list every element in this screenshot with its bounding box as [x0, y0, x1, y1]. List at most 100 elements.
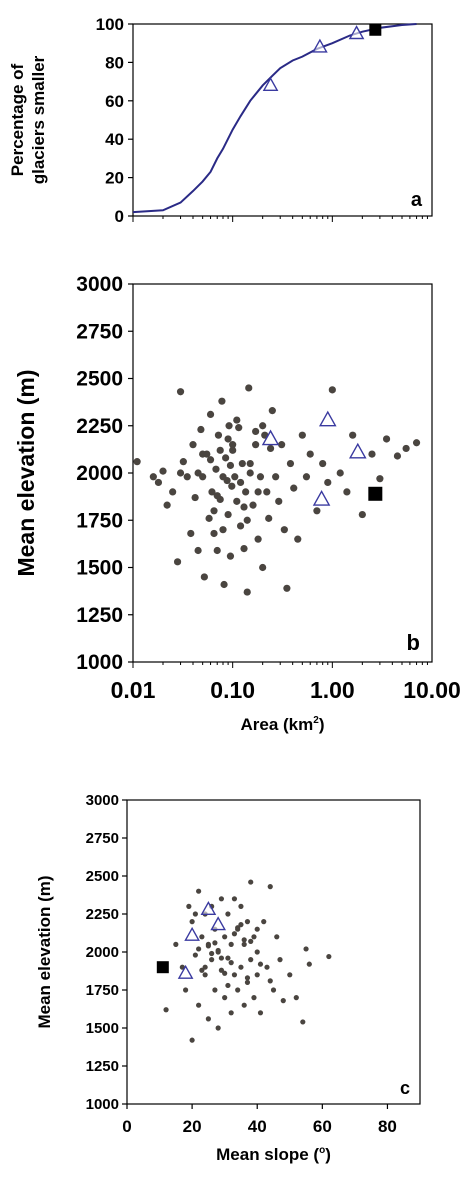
- data-point: [202, 964, 208, 970]
- data-point: [313, 507, 321, 515]
- data-point: [244, 919, 251, 925]
- data-point: [202, 972, 208, 978]
- triangle-marker: [262, 77, 279, 92]
- data-point: [214, 431, 223, 439]
- x-tick-label: 80: [378, 1117, 397, 1136]
- panel-letter: b: [407, 630, 420, 655]
- data-point: [268, 407, 276, 415]
- triangle-marker: [210, 916, 226, 931]
- y-axis-label: Percentage of glaciers smaller: [8, 55, 48, 184]
- data-point: [244, 979, 251, 986]
- data-point: [186, 903, 192, 910]
- data-point: [222, 934, 228, 940]
- data-point: [349, 431, 357, 439]
- y-tick-label: 1750: [86, 982, 119, 999]
- data-point: [215, 1025, 221, 1031]
- data-point: [254, 972, 260, 978]
- triangle-marker: [261, 429, 280, 446]
- y-axis-label: Mean elevation (m): [35, 875, 54, 1028]
- data-point: [248, 957, 254, 963]
- data-point: [252, 441, 260, 449]
- data-point: [213, 546, 221, 555]
- data-point: [393, 452, 402, 460]
- data-point: [218, 955, 225, 961]
- triangle-marker: [184, 926, 200, 941]
- data-point: [261, 919, 267, 925]
- data-point: [242, 488, 250, 496]
- data-point: [328, 386, 336, 394]
- x-tick-label: 1.00: [310, 677, 355, 703]
- data-point: [238, 964, 244, 970]
- y-tick-label: 100: [96, 15, 124, 34]
- triangle-marker: [200, 901, 217, 916]
- data-point: [243, 516, 251, 524]
- data-point: [326, 953, 332, 960]
- x-tick-label: 0.10: [210, 677, 255, 703]
- data-point: [189, 1037, 195, 1043]
- data-point: [229, 446, 237, 454]
- panel-b-area-elevation-chart: 1000 1250 1500 1750 2000 2250 2500 2750 3000 0.01…: [13, 273, 461, 734]
- x-tick-label: 40: [248, 1117, 267, 1136]
- data-point: [192, 911, 198, 917]
- data-point: [228, 1010, 234, 1016]
- data-point: [243, 588, 251, 596]
- data-point: [290, 484, 298, 492]
- data-point: [259, 563, 267, 572]
- x-axis-label: Mean slope (o): [216, 1145, 331, 1164]
- data-point: [173, 558, 182, 566]
- data-point: [206, 456, 215, 464]
- data-point: [252, 427, 260, 436]
- data-point: [228, 482, 236, 490]
- data-point: [222, 995, 228, 1001]
- data-point: [231, 931, 238, 937]
- data-point: [259, 422, 267, 430]
- data-point: [280, 526, 288, 534]
- data-point: [159, 467, 167, 475]
- data-point: [228, 960, 234, 966]
- data-point: [241, 941, 247, 948]
- data-point: [240, 545, 248, 553]
- data-point: [219, 526, 227, 534]
- data-point: [306, 450, 314, 458]
- panel-c-slope-elevation-chart: 1000 1250 1500 1750 2000 2250 2500 2750 3000 0 20 4…: [35, 792, 421, 1164]
- y-tick-label: 2500: [76, 368, 123, 391]
- data-point: [246, 459, 254, 468]
- data-point: [248, 879, 254, 885]
- y-tick-label: 2250: [86, 906, 119, 923]
- square-marker: [369, 23, 382, 36]
- data-point: [272, 473, 280, 481]
- data-point: [176, 388, 185, 396]
- data-point: [210, 507, 218, 515]
- x-axis-label-main: Area (km: [241, 715, 314, 734]
- y-tick-label: 60: [105, 92, 124, 111]
- data-point: [176, 469, 185, 477]
- data-point: [169, 488, 177, 496]
- panel-letter: a: [411, 189, 423, 211]
- data-point: [219, 473, 227, 481]
- data-point: [218, 896, 225, 902]
- data-point: [412, 439, 421, 447]
- data-point: [220, 580, 228, 589]
- data-point: [163, 501, 171, 509]
- data-point: [222, 970, 228, 976]
- data-point: [336, 469, 344, 477]
- data-point: [256, 473, 265, 481]
- data-point: [231, 972, 238, 978]
- data-point: [183, 987, 189, 993]
- data-point: [254, 926, 260, 932]
- data-point: [218, 967, 225, 973]
- x-axis-label-main: Mean slope (: [216, 1145, 319, 1164]
- y-tick-label: 1250: [76, 604, 123, 627]
- data-point: [235, 987, 241, 993]
- x-tick-label: 60: [313, 1117, 332, 1136]
- data-point: [154, 478, 163, 487]
- y-tick-label: 2500: [86, 868, 119, 885]
- data-point: [263, 488, 271, 496]
- data-point: [205, 943, 211, 949]
- data-point: [277, 957, 283, 963]
- data-point: [278, 441, 286, 449]
- data-point: [286, 459, 295, 468]
- triangle-marker: [312, 490, 331, 506]
- y-tick-label: 40: [105, 130, 124, 149]
